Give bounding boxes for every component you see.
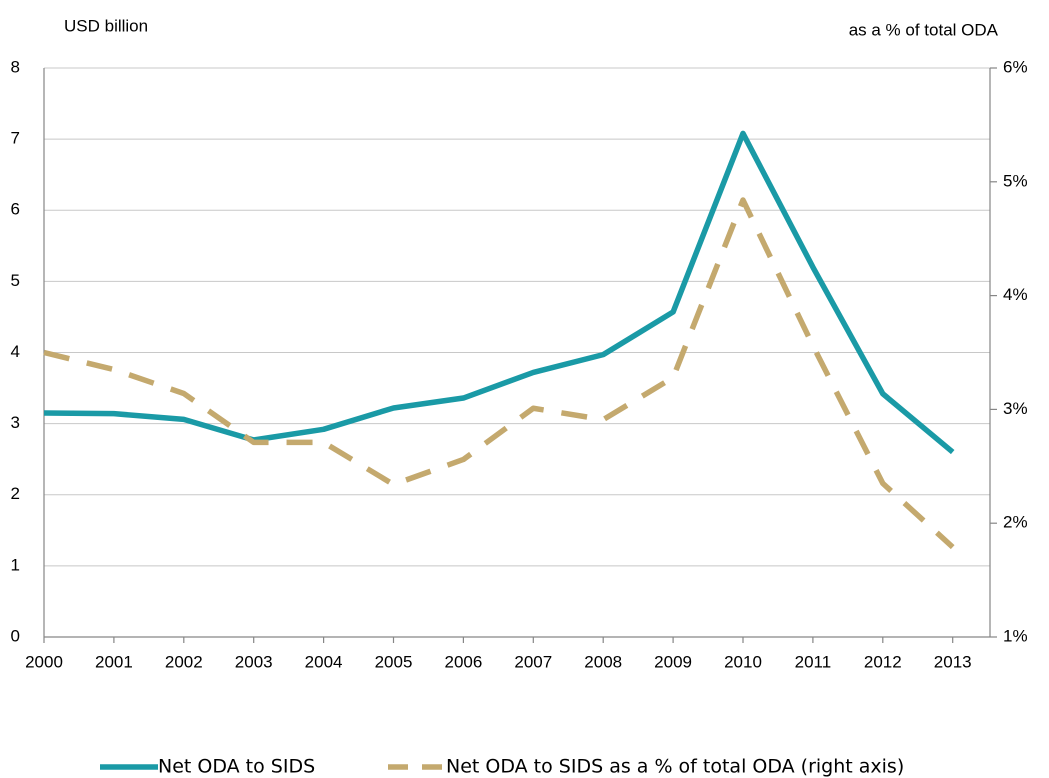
y2-axis-title: as a % of total ODA	[849, 20, 999, 39]
y2-tick-label: 5%	[1003, 171, 1028, 190]
y-tick-label: 2	[11, 484, 20, 503]
y-tick-label: 8	[11, 57, 20, 76]
y2-tick-label: 6%	[1003, 57, 1028, 76]
y2-tick-label: 2%	[1003, 513, 1028, 532]
y-tick-label: 6	[11, 200, 20, 219]
x-tick-label: 2006	[444, 652, 482, 671]
y-tick-label: 3	[11, 413, 20, 432]
x-tick-label: 2011	[795, 652, 832, 671]
x-tick-label: 2004	[305, 652, 343, 671]
x-tick-label: 2000	[25, 652, 63, 671]
y-tick-label: 5	[11, 271, 20, 290]
line-series	[43, 130, 955, 455]
y-axis-title: USD billion	[64, 16, 148, 35]
x-tick-label: 2003	[235, 652, 273, 671]
y-tick-label: 4	[11, 342, 20, 361]
y-tick-label: 0	[11, 626, 20, 645]
y-tick-label: 7	[11, 129, 20, 148]
x-tick-label: 2005	[375, 652, 413, 671]
line-series	[43, 197, 955, 550]
x-tick-label: 2001	[95, 652, 133, 671]
y2-tick-label: 1%	[1003, 626, 1028, 645]
x-tick-label: 2010	[724, 652, 762, 671]
legend-label: Net ODA to SIDS	[158, 756, 315, 778]
y2-tick-label: 4%	[1003, 285, 1028, 304]
x-tick-label: 2008	[584, 652, 622, 671]
x-tick-label: 2013	[934, 652, 972, 671]
x-tick-label: 2007	[514, 652, 552, 671]
x-tick-label: 2012	[864, 652, 902, 671]
x-tick-label: 2002	[165, 652, 203, 671]
legend-label: Net ODA to SIDS as a % of total ODA (rig…	[446, 756, 904, 778]
x-tick-label: 2009	[654, 652, 692, 671]
y2-tick-label: 3%	[1003, 399, 1028, 418]
y-tick-label: 1	[11, 555, 20, 574]
